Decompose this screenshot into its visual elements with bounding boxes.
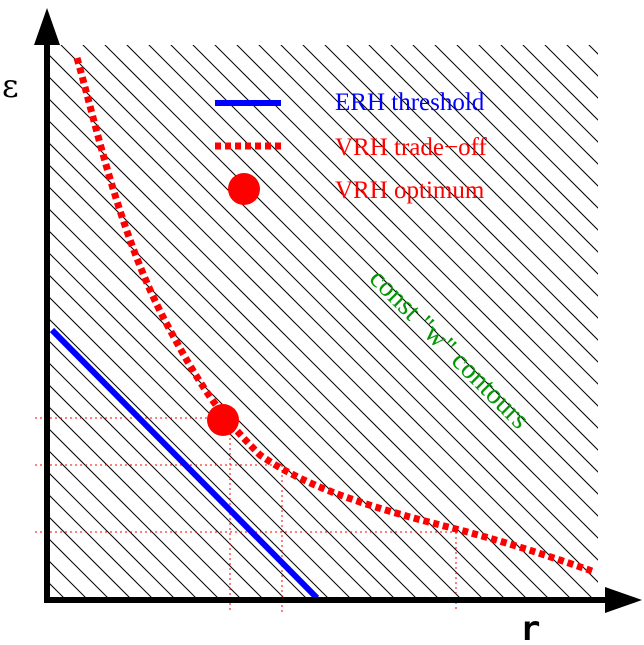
contour-line-48 <box>500 45 598 143</box>
contour-line-29 <box>82 45 598 561</box>
contour-line-13 <box>47 360 287 600</box>
contour-line-56 <box>632 0 644 645</box>
contour-line-16 <box>47 294 353 600</box>
contour-line-51 <box>566 45 598 77</box>
contour-line-40 <box>324 45 598 319</box>
contour-line-28 <box>60 45 598 583</box>
contour-line-32 <box>148 45 598 495</box>
vrh-tradeoff-curve <box>73 57 594 575</box>
contour-line-39 <box>302 45 598 341</box>
contour-line-41 <box>346 45 598 297</box>
contour-line-24 <box>47 118 529 600</box>
x-axis-arrowhead <box>605 587 642 613</box>
contour-line-30 <box>104 45 598 539</box>
contour-line-35 <box>214 45 598 429</box>
legend: ERH threshold VRH trade−off VRH optimum <box>215 89 487 205</box>
y-axis-arrowhead <box>34 8 60 45</box>
contour-line-9 <box>47 448 199 600</box>
contour-line-21 <box>47 184 463 600</box>
contour-line-7 <box>47 492 155 600</box>
vrh-optimum-marker <box>207 404 239 436</box>
x-axis-label: r <box>520 609 540 645</box>
contours-annotation: const "w" contours <box>363 263 535 435</box>
contour-line-8 <box>47 470 177 600</box>
contour-line-26 <box>47 74 573 600</box>
contour-line-55 <box>610 0 644 645</box>
contour-line-47 <box>478 45 598 165</box>
contour-line-19 <box>47 228 419 600</box>
contour-line-42 <box>368 45 598 275</box>
legend-label-erh-threshold: ERH threshold <box>335 89 485 116</box>
contour-line-23 <box>47 140 507 600</box>
contour-line-31 <box>126 45 598 517</box>
contour-line-46 <box>456 45 598 187</box>
contour-line-18 <box>47 250 397 600</box>
erh-threshold-line <box>49 327 320 601</box>
contour-line-45 <box>434 45 598 209</box>
contour-line-14 <box>47 338 309 600</box>
contour-line-6 <box>47 514 133 600</box>
contour-line-11 <box>47 404 243 600</box>
contour-line-38 <box>280 45 598 363</box>
contour-line-22 <box>47 162 485 600</box>
contour-line-15 <box>47 316 331 600</box>
contour-line-37 <box>258 45 598 385</box>
contour-line-43 <box>390 45 598 253</box>
contour-line-17 <box>47 272 375 600</box>
contour-line-10 <box>47 426 221 600</box>
y-axis-label: ε <box>2 67 19 105</box>
contour-line-33 <box>170 45 598 473</box>
contour-line-34 <box>192 45 598 451</box>
contour-line-20 <box>47 206 441 600</box>
contour-line-49 <box>522 45 598 121</box>
axes <box>34 8 642 613</box>
contour-line-12 <box>47 382 265 600</box>
legend-swatch-vrh-optimum <box>228 173 260 205</box>
legend-label-vrh-optimum: VRH optimum <box>335 177 485 204</box>
contour-line-44 <box>412 45 598 231</box>
legend-label-vrh-tradeoff: VRH trade−off <box>335 134 487 161</box>
contour-line-5 <box>47 536 111 600</box>
contour-line-36 <box>236 45 598 407</box>
contour-line-53 <box>566 0 644 645</box>
